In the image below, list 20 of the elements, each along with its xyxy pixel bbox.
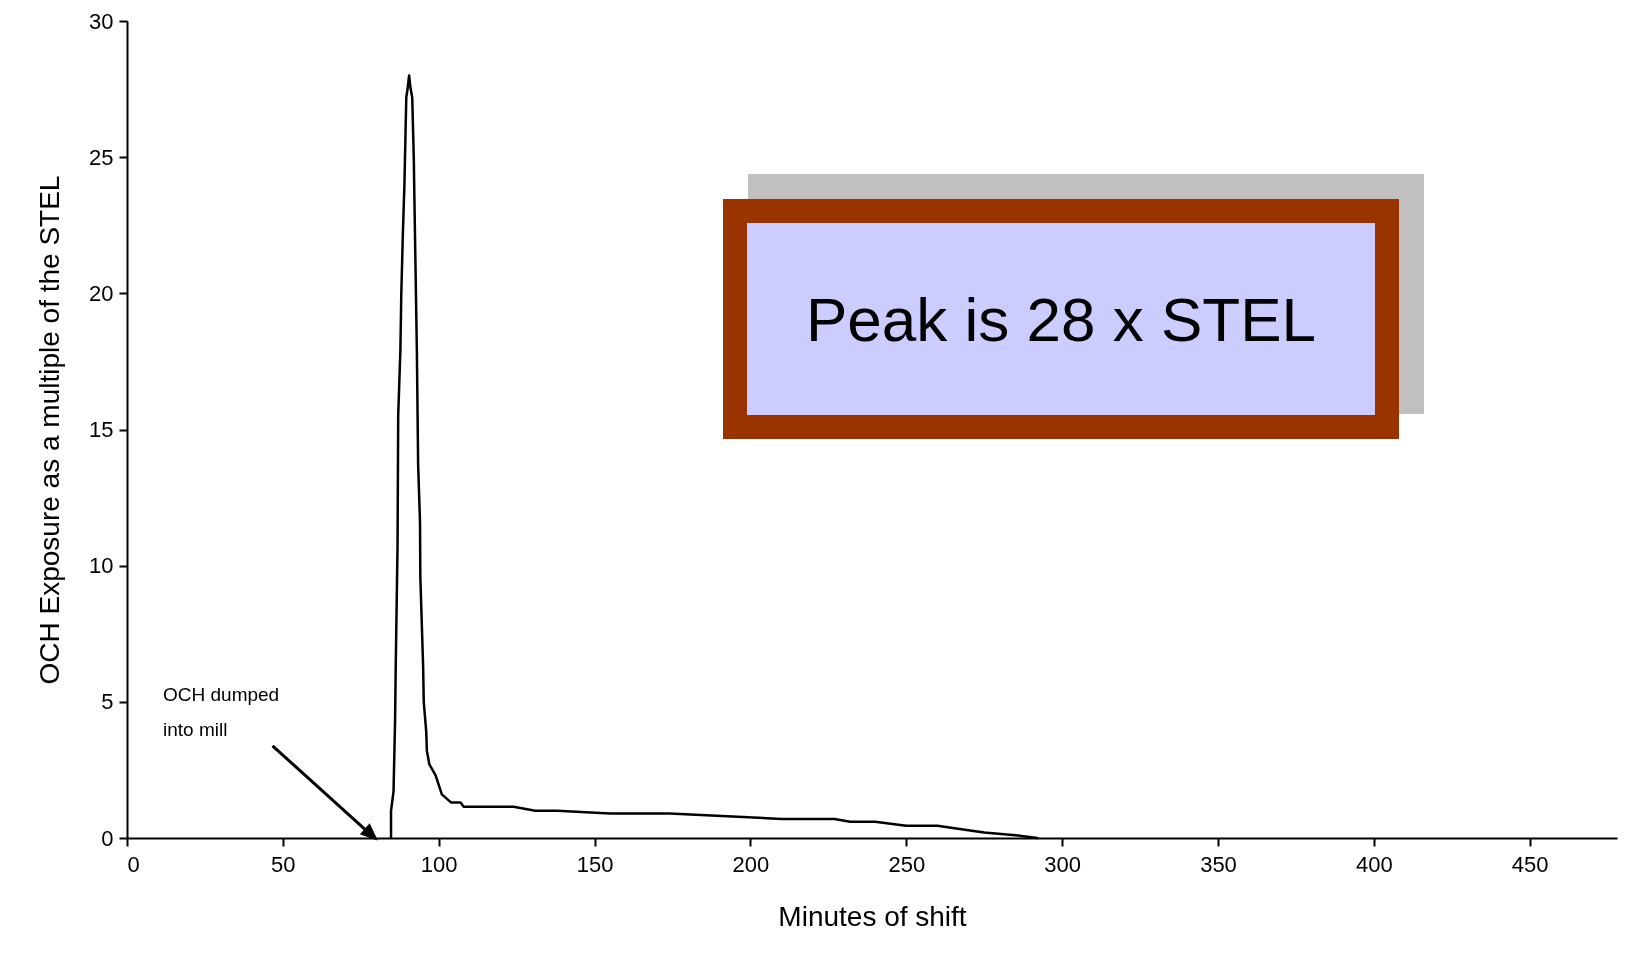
y-tick-label: 5 — [101, 689, 114, 715]
x-tick-label: 150 — [576, 851, 614, 877]
y-tick-label: 10 — [89, 553, 114, 579]
y-tick-label: 30 — [89, 8, 114, 34]
x-tick-label: 300 — [1044, 851, 1082, 877]
y-tick-label: 15 — [89, 417, 114, 442]
y-tick-label: 25 — [89, 144, 114, 170]
x-tick-label: 350 — [1200, 851, 1237, 877]
y-tick-label: 0 — [101, 825, 114, 851]
x-tick-label: 450 — [1511, 851, 1549, 877]
x-tick-label: 200 — [732, 851, 770, 877]
y-axis-title: OCH Exposure as a multiple of the STEL — [34, 175, 66, 685]
y-tick-label: 20 — [89, 280, 114, 306]
annotation: OCH dumped into mill — [163, 684, 280, 740]
x-tick-label: 100 — [420, 851, 458, 877]
x-tick-label: 250 — [888, 851, 926, 877]
x-axis-title: Minutes of shift — [778, 900, 967, 932]
x-tick-label: 0 — [127, 851, 140, 877]
x-tick-label: 400 — [1356, 851, 1393, 877]
x-tick-label: 50 — [271, 851, 296, 877]
